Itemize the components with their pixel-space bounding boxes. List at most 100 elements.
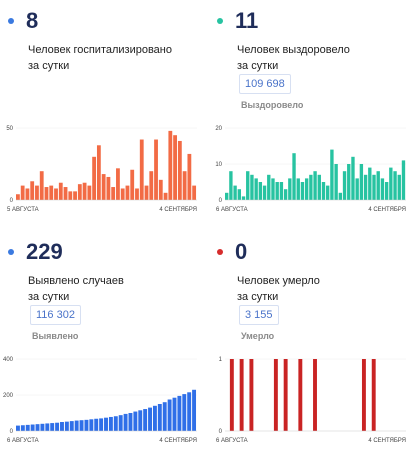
y-tick-label: 0 <box>10 429 14 435</box>
bar <box>283 359 288 431</box>
bar <box>225 192 229 200</box>
bar <box>73 191 77 200</box>
bar <box>35 424 40 431</box>
bar <box>246 171 250 200</box>
bar <box>271 178 275 200</box>
y-tick-label: 50 <box>6 126 13 132</box>
bar <box>30 181 35 200</box>
bar <box>116 168 120 200</box>
cases-description: Выявлено случаев за сутки <box>28 273 203 305</box>
y-tick-label: 0 <box>219 198 223 204</box>
bar <box>380 178 385 200</box>
y-tick-label: 0 <box>219 429 223 435</box>
bar <box>347 164 351 200</box>
bar <box>69 421 74 431</box>
bar <box>361 359 366 431</box>
bar <box>309 174 313 200</box>
deaths-description: Человек умерло за сутки <box>237 273 412 305</box>
bar <box>389 167 393 200</box>
status-dot-icon <box>8 18 14 24</box>
bar <box>87 185 92 200</box>
bar <box>138 410 143 431</box>
bar <box>288 178 292 200</box>
bar <box>229 359 234 431</box>
y-tick-label: 200 <box>3 393 14 399</box>
x-tick-label-start: 6 АВГУСТА <box>216 207 248 213</box>
bar <box>401 160 406 200</box>
bar <box>143 409 148 431</box>
y-tick-label: 20 <box>215 126 222 132</box>
bar <box>45 423 50 431</box>
bar <box>94 418 99 431</box>
bar <box>50 423 55 431</box>
x-tick-label-end: 4 СЕНТЯБРЯ <box>368 438 406 444</box>
bar <box>152 405 157 431</box>
y-tick-label: 10 <box>215 162 222 168</box>
bar <box>326 185 330 200</box>
hospitalized-chart: 0 50 5 АВГУСТА 4 СЕНТЯБРЯ <box>6 126 197 213</box>
bar <box>55 422 60 431</box>
bar <box>77 184 82 200</box>
bar <box>148 407 152 431</box>
bar <box>113 416 118 431</box>
bar <box>283 189 288 200</box>
bar <box>63 187 68 200</box>
bar <box>60 422 64 431</box>
bar <box>338 192 343 200</box>
bar <box>239 359 244 431</box>
deaths-total-badge: 3 155 <box>239 305 279 325</box>
bar <box>162 402 167 431</box>
bar <box>258 182 263 200</box>
bar <box>25 424 30 431</box>
bar <box>187 153 192 200</box>
x-tick-label-end: 4 СЕНТЯБРЯ <box>159 438 197 444</box>
status-dot-icon <box>8 249 14 255</box>
bar <box>372 174 376 200</box>
bar <box>173 135 177 200</box>
bar <box>123 413 128 431</box>
bar <box>118 415 123 431</box>
bar <box>168 130 173 200</box>
y-tick-label: 1 <box>219 357 223 363</box>
bar <box>58 182 63 200</box>
bar <box>321 182 326 200</box>
bar <box>108 416 113 431</box>
bar <box>16 194 20 200</box>
description-line-1: Человек выздоровело <box>237 44 350 56</box>
bar <box>149 171 154 200</box>
x-tick-label-start: 6 АВГУСТА <box>216 438 248 444</box>
description-line-2: за сутки <box>237 291 279 303</box>
bar <box>89 419 94 431</box>
bar <box>304 178 309 200</box>
bar <box>158 179 163 200</box>
bar <box>120 188 125 200</box>
bar <box>317 174 321 200</box>
recovered-description: Человек выздоровело за сутки <box>237 42 412 74</box>
bar <box>163 192 168 200</box>
cases-panel: 229 Выявлено случаев за сутки 116 302 Вы… <box>0 231 209 462</box>
bar <box>84 419 89 431</box>
bar <box>300 182 305 200</box>
bar <box>229 171 233 200</box>
bar <box>292 153 296 200</box>
recovered-total-badge: 109 698 <box>239 74 291 94</box>
y-tick-label: 0 <box>10 198 14 204</box>
bar <box>167 399 172 431</box>
hospitalized-description: Человек госпитализировано за сутки <box>28 42 203 74</box>
x-tick-label-start: 6 АВГУСТА <box>7 438 39 444</box>
bar <box>74 420 79 431</box>
bar <box>139 139 144 200</box>
bar <box>96 145 101 200</box>
cases-chart: 0 200 400 6 АВГУСТА 4 СЕНТЯБРЯ <box>3 357 197 444</box>
bar <box>182 171 187 200</box>
bar <box>397 174 401 200</box>
bar <box>39 171 44 200</box>
bar <box>363 174 368 200</box>
bar <box>30 424 35 431</box>
bar <box>20 425 25 431</box>
hospitalized-count: 8 <box>26 8 39 33</box>
bar <box>133 411 138 431</box>
bar <box>342 171 347 200</box>
bar <box>182 394 187 431</box>
bar <box>192 389 197 431</box>
